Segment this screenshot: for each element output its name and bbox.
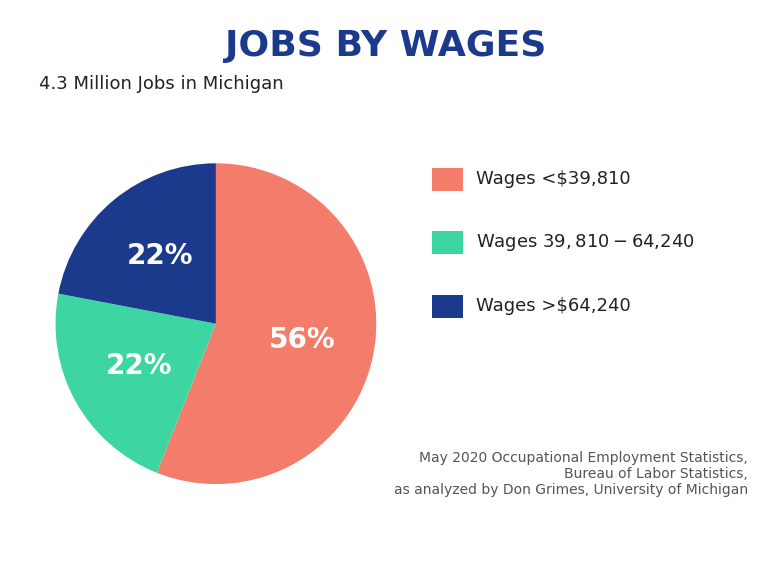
Text: 4.3 Million Jobs in Michigan: 4.3 Million Jobs in Michigan: [39, 75, 283, 93]
Text: 22%: 22%: [106, 352, 172, 380]
Text: Wages $39,810 - $64,240: Wages $39,810 - $64,240: [476, 232, 695, 253]
Wedge shape: [59, 164, 216, 324]
Text: Wages <$39,810: Wages <$39,810: [476, 170, 631, 188]
Text: 22%: 22%: [126, 242, 193, 270]
Text: May 2020 Occupational Employment Statistics,
Bureau of Labor Statistics,
as anal: May 2020 Occupational Employment Statist…: [394, 451, 748, 497]
Wedge shape: [56, 294, 216, 473]
Text: JOBS BY WAGES: JOBS BY WAGES: [225, 29, 546, 63]
Text: 56%: 56%: [269, 326, 336, 354]
Wedge shape: [157, 164, 376, 484]
Text: Wages >$64,240: Wages >$64,240: [476, 297, 631, 316]
